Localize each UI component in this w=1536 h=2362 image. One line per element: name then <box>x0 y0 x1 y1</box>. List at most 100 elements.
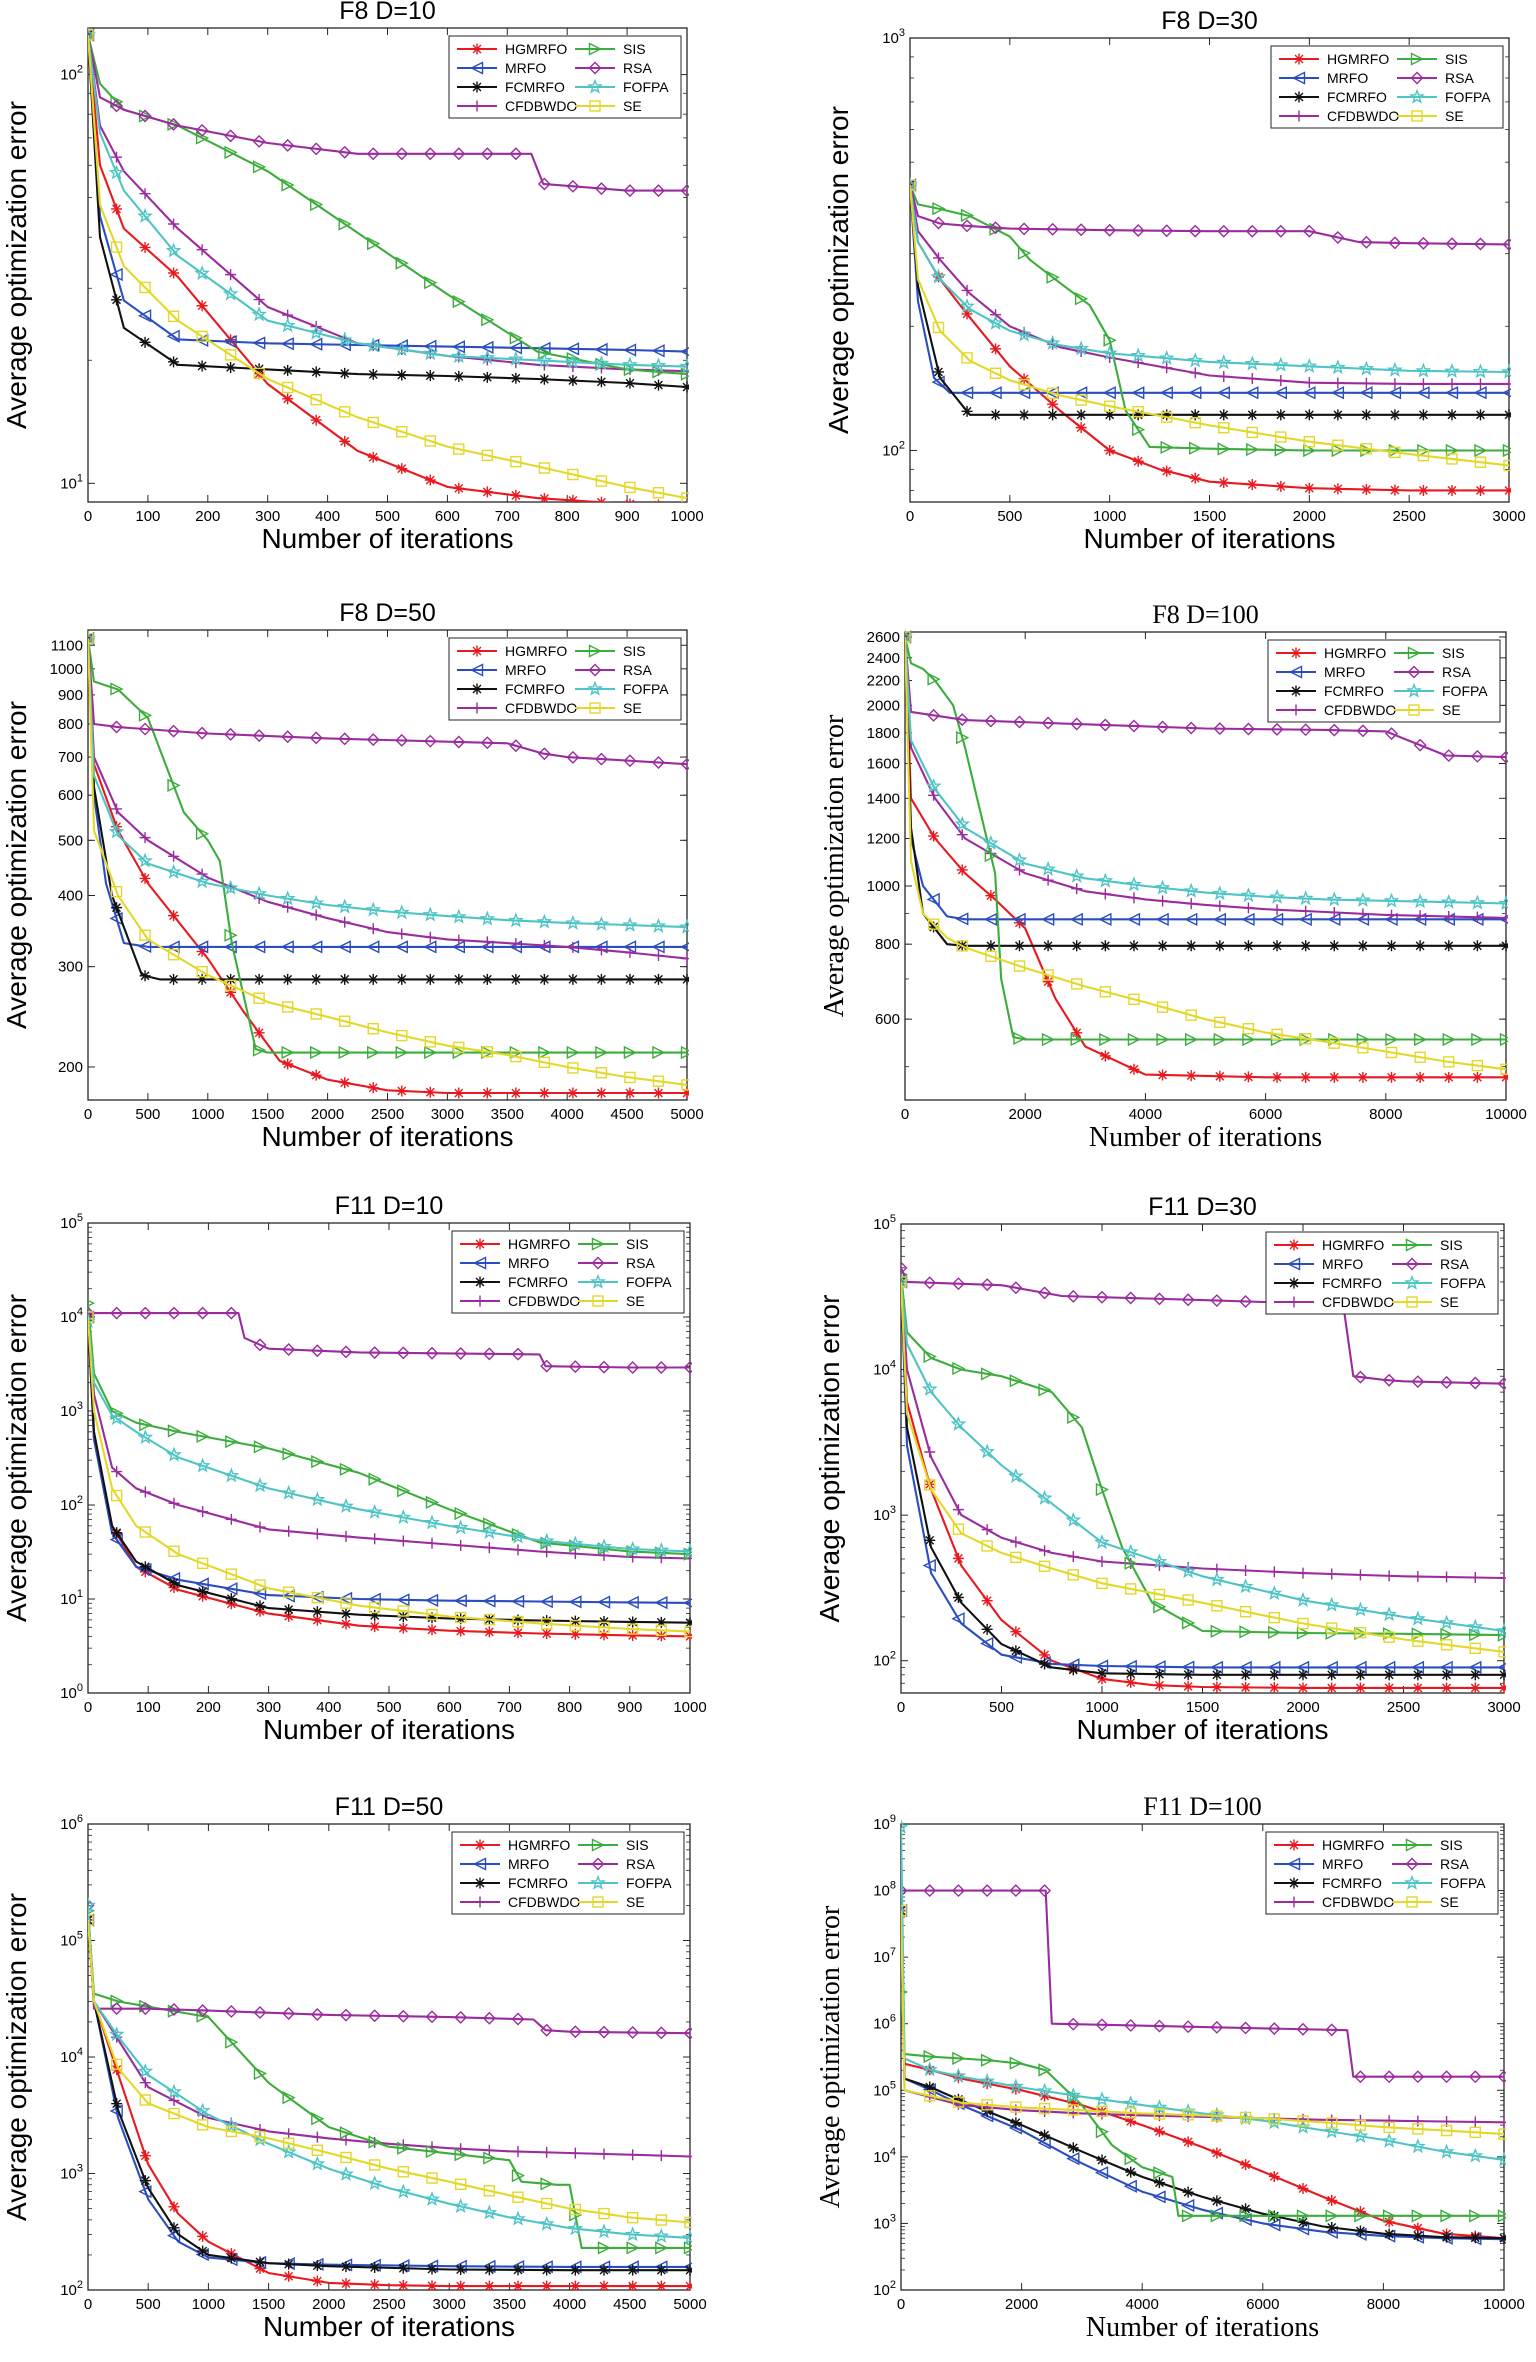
data-point-mrfo <box>453 1594 467 1608</box>
legend-marker <box>1288 1239 1300 1251</box>
legend-entry-fofpa: FOFPA <box>1397 88 1491 105</box>
data-point-cfdbwdo <box>196 244 208 256</box>
data-point-mrfo <box>983 912 998 926</box>
data-point-cfdbwdo <box>339 916 351 928</box>
data-point-fofpa <box>979 1443 996 1459</box>
data-point-hgmrfo <box>1240 2159 1252 2171</box>
data-point-fofpa <box>1094 2091 1110 2107</box>
data-point-sis <box>980 1367 995 1381</box>
data-point-rsa <box>282 2006 296 2020</box>
data-point-mrfo <box>337 940 351 954</box>
data-point-se <box>1303 436 1316 448</box>
data-point-se <box>538 1056 551 1069</box>
data-point-se <box>1469 2126 1481 2139</box>
chart-title: F8 D=10 <box>339 0 436 25</box>
data-point-rsa <box>195 726 209 740</box>
data-point-fcmrfo <box>510 372 522 384</box>
data-point-hgmrfo <box>961 308 973 320</box>
data-point-fcmrfo <box>1354 1669 1366 1681</box>
data-point-se <box>196 2119 209 2131</box>
data-point-fcmrfo <box>1332 409 1344 421</box>
data-point-fofpa <box>650 917 667 933</box>
data-point-fofpa <box>1040 860 1056 876</box>
x-tick-label: 4000 <box>553 2296 586 2313</box>
data-point-se <box>1414 1051 1426 1063</box>
data-point-fcmrfo <box>538 973 550 985</box>
y-tick-label: 2400 <box>867 650 900 667</box>
data-point-se <box>397 2166 410 2178</box>
data-point-cfdbwdo <box>952 2098 964 2110</box>
x-tick-label: 500 <box>997 508 1022 525</box>
data-point-rsa <box>626 2025 640 2039</box>
data-point-se <box>1239 2111 1252 2124</box>
data-point-rsa <box>623 754 637 768</box>
data-point-mrfo <box>1245 386 1259 400</box>
data-point-cfdbwdo <box>1013 864 1025 876</box>
x-tick-label: 0 <box>84 508 92 525</box>
data-point-cfdbwdo <box>1010 1536 1022 1548</box>
data-point-sis <box>367 236 381 251</box>
legend-marker <box>588 663 602 677</box>
data-point-rsa <box>1359 235 1373 249</box>
data-point-se <box>924 1479 936 1491</box>
data-point-cfdbwdo <box>1389 378 1401 390</box>
data-point-se <box>512 2191 524 2203</box>
legend-label: HGMRFO <box>505 41 567 57</box>
data-point-fofpa <box>452 2198 469 2214</box>
data-point-cfdbwdo <box>111 1466 123 1478</box>
data-point-sis <box>1009 2056 1023 2070</box>
data-point-cfdbwdo <box>168 2094 180 2106</box>
data-point-fcmrfo <box>168 356 180 368</box>
data-point-fcmrfo <box>225 361 237 373</box>
legend-entry-sis: SIS <box>1392 1237 1463 1253</box>
data-point-hgmrfo <box>624 1087 636 1099</box>
data-point-hgmrfo <box>369 1621 381 1633</box>
data-point-cfdbwdo <box>1268 1566 1280 1578</box>
data-point-cfdbwdo <box>1498 2116 1506 2128</box>
data-point-se <box>253 367 265 380</box>
data-point-fofpa <box>538 2215 555 2231</box>
data-point-rsa <box>282 1343 296 1357</box>
data-point-sis <box>538 1045 552 1060</box>
legend-label: CFDBWDO <box>505 700 577 716</box>
data-point-rsa <box>452 735 466 749</box>
data-point-sis <box>309 1045 324 1060</box>
y-axis-label: Average optimization error <box>1 101 32 429</box>
series-line-rsa <box>910 184 1510 246</box>
data-point-fcmrfo <box>1125 2166 1137 2178</box>
data-point-rsa <box>1213 722 1227 736</box>
data-point-fcmrfo <box>1297 1669 1309 1681</box>
data-point-cfdbwdo <box>1161 362 1173 374</box>
legend-entry-cfdbwdo: CFDBWDO <box>1276 702 1396 718</box>
data-point-cfdbwdo <box>1096 1556 1108 1568</box>
data-point-fcmrfo <box>624 973 636 985</box>
data-point-sis <box>1181 2209 1196 2223</box>
data-point-cfdbwdo <box>567 941 579 953</box>
y-tick-label: 101 <box>60 1588 83 1608</box>
data-point-rsa <box>1210 2020 1224 2034</box>
data-point-se <box>989 367 1002 379</box>
data-point-fcmrfo <box>1386 940 1398 952</box>
data-point-hgmrfo <box>1328 1071 1340 1083</box>
data-point-sis <box>167 1424 182 1438</box>
data-point-hgmrfo <box>1067 2097 1079 2109</box>
data-point-rsa <box>1327 723 1341 737</box>
data-point-cfdbwdo <box>655 2150 667 2162</box>
data-point-sis <box>1246 442 1260 457</box>
x-tick-label: 6000 <box>1246 2296 1279 2313</box>
data-point-mrfo <box>1184 912 1198 926</box>
data-point-sis <box>395 256 409 270</box>
y-tick-label: 102 <box>873 1650 896 1670</box>
data-point-cfdbwdo <box>1271 904 1283 916</box>
data-point-rsa <box>923 1276 937 1290</box>
data-point-rsa <box>423 734 437 748</box>
data-point-cfdbwdo <box>627 1551 639 1563</box>
data-point-rsa <box>1468 1376 1482 1390</box>
data-point-hgmrfo <box>1354 2206 1366 2218</box>
data-point-fcmrfo <box>453 370 465 382</box>
legend-marker <box>1286 1257 1301 1271</box>
data-point-fcmrfo <box>1067 1664 1079 1676</box>
data-point-sis <box>1303 443 1317 458</box>
data-point-mrfo <box>1152 2190 1166 2204</box>
